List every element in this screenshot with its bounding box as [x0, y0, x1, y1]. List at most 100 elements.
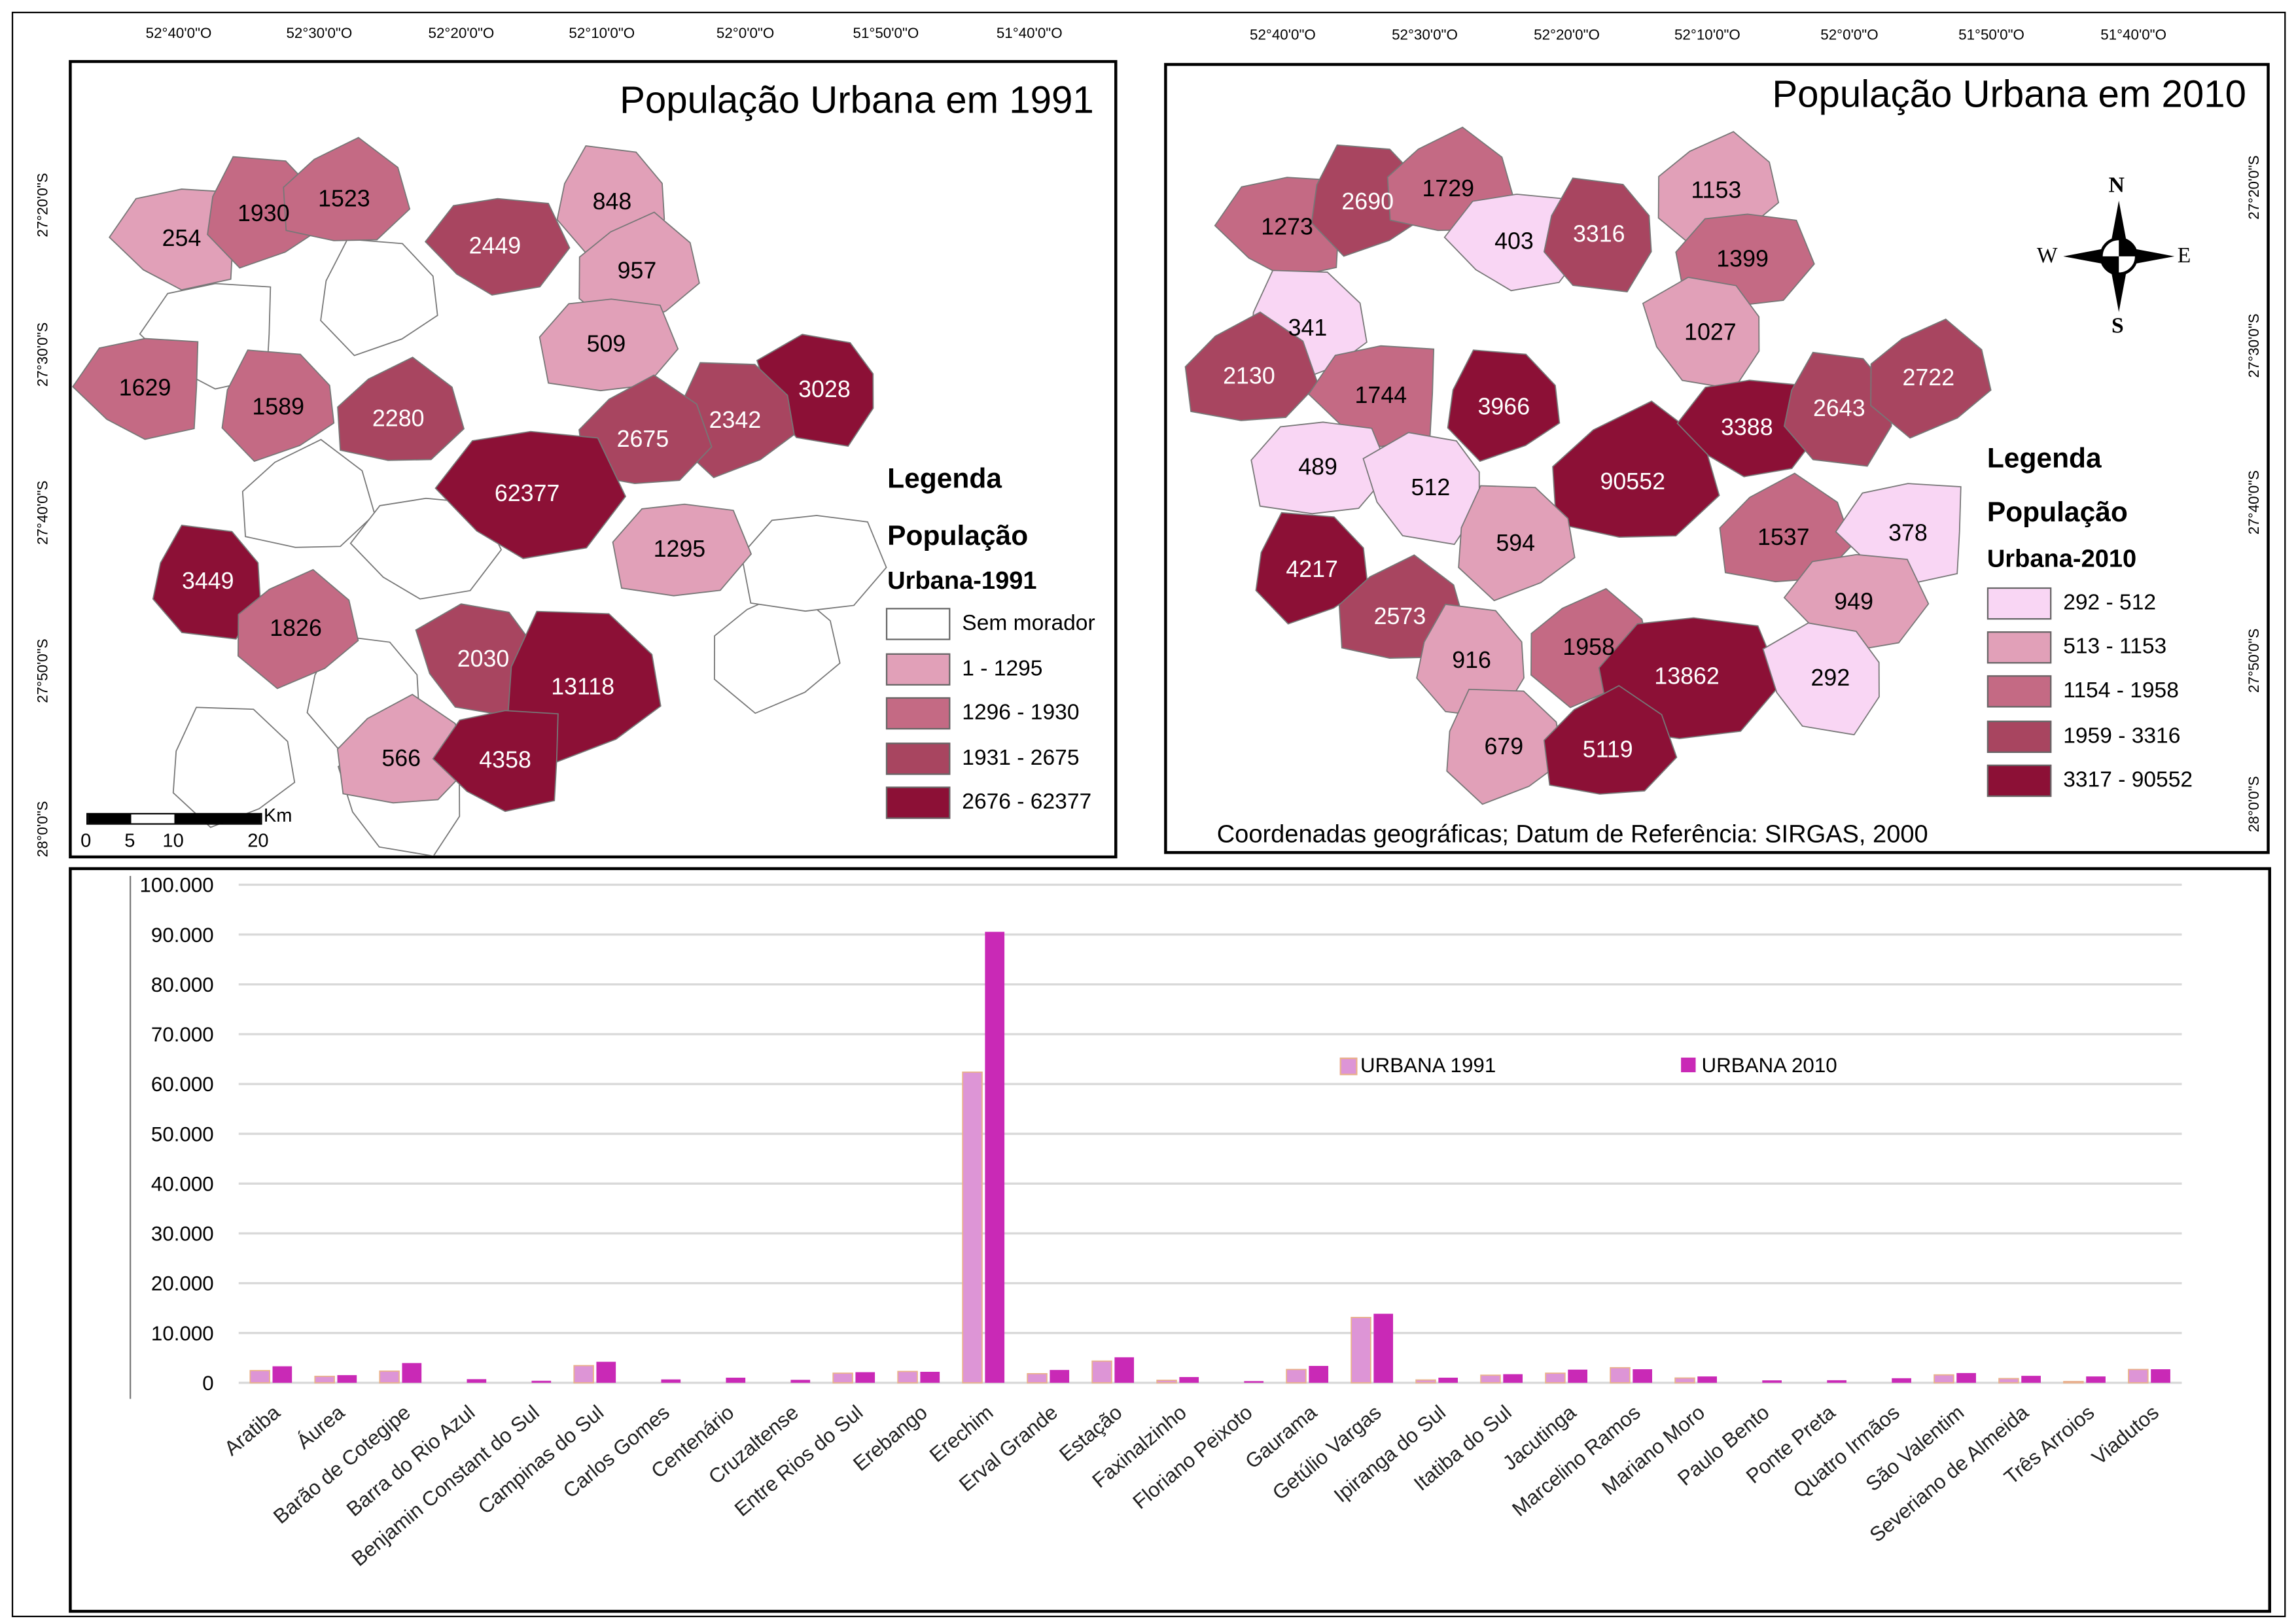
bar-2010	[985, 932, 1005, 1383]
municipality-value: 1958	[1563, 634, 1615, 660]
datum-note: Coordenadas geográficas; Datum de Referê…	[1216, 820, 1928, 848]
longitude-tick: 52°30'0"O	[286, 26, 353, 43]
longitude-tick: 52°0'0"O	[716, 26, 775, 43]
y-tick-label: 40.000	[150, 1172, 214, 1196]
bar-1991	[962, 1072, 983, 1384]
bar-2010	[1244, 1381, 1264, 1383]
municipality-value: 489	[1298, 453, 1337, 480]
y-tick-label: 80.000	[150, 972, 214, 996]
bar-2010	[337, 1375, 357, 1383]
scale-label: 10	[162, 829, 184, 851]
bar-1991	[1674, 1377, 1695, 1384]
bar-1991	[1610, 1367, 1631, 1384]
municipality-value: 679	[1484, 733, 1523, 759]
legend-swatch	[1987, 764, 2052, 797]
bar-2010	[1697, 1376, 1717, 1383]
legend-label: 1931 - 2675	[962, 744, 1080, 770]
bar-2010	[1309, 1366, 1329, 1383]
scale-unit: Km	[263, 804, 292, 826]
longitude-tick: 51°50'0"O	[1958, 27, 2024, 44]
bar-2010	[1438, 1377, 1458, 1383]
y-tick-label: 70.000	[150, 1022, 214, 1046]
legend-subtitle: Urbana-2010	[1987, 544, 2137, 573]
map-2010: 1273 2690 1729 403 3316 1153 1399 1027 341 2130 17…	[1184, 126, 1992, 805]
municipality-region	[1184, 311, 1319, 421]
municipality-value: 2130	[1223, 363, 1275, 389]
legend-label: 1959 - 3316	[2063, 723, 2181, 748]
municipality-value: 916	[1452, 647, 1491, 673]
scale-label: 0	[80, 829, 92, 851]
longitude-tick: 52°10'0"O	[1674, 27, 1740, 44]
municipality-value: 378	[1888, 519, 1928, 546]
bar-1991	[1027, 1373, 1048, 1384]
municipality-region	[1543, 685, 1678, 795]
municipality-region	[152, 525, 261, 640]
longitude-tick: 51°50'0"O	[853, 26, 919, 43]
bar-2010	[2021, 1376, 2041, 1383]
bar-1991	[573, 1365, 594, 1384]
bar-1991	[2128, 1369, 2149, 1384]
municipality-no-data	[241, 438, 376, 548]
municipality-region	[612, 503, 752, 597]
legend-swatch	[885, 697, 951, 730]
municipality-region	[415, 603, 533, 717]
bar-2010	[1892, 1378, 1911, 1383]
municipality-value: 3966	[1478, 394, 1530, 420]
municipality-region	[336, 693, 471, 804]
municipality-region	[1762, 622, 1880, 736]
compass-west: W	[2036, 244, 2058, 268]
legend-label: 1 - 1295	[962, 655, 1043, 681]
bar-2010	[920, 1372, 940, 1383]
longitude-tick: 52°10'0"O	[569, 26, 635, 43]
y-tick-label: 50.000	[150, 1122, 214, 1146]
bar-1991	[1934, 1374, 1954, 1384]
legend-swatch	[885, 608, 951, 640]
bar-2010	[1633, 1369, 1652, 1383]
municipality-value: 1744	[1355, 382, 1407, 408]
legend-swatch-1991	[1339, 1057, 1358, 1075]
map-2010-title: População Urbana em 2010	[1772, 71, 2246, 116]
bar-2010	[1956, 1372, 1976, 1383]
municipality-region	[1870, 318, 1992, 439]
bar-2010	[467, 1379, 487, 1383]
legend-swatch	[885, 786, 951, 819]
bar-2010	[2086, 1376, 2106, 1383]
bar-1991	[1545, 1372, 1566, 1384]
municipality-region	[1543, 177, 1652, 293]
municipality-region	[72, 338, 199, 440]
legend-swatch	[1987, 676, 2052, 708]
bar-2010	[2151, 1369, 2170, 1383]
bar-2010	[1762, 1380, 1782, 1383]
bar-2010	[596, 1361, 616, 1383]
legend-label: 292 - 512	[2063, 590, 2157, 616]
legend-label-1991: URBANA 1991	[1360, 1053, 1496, 1077]
legend-subtitle: População	[1987, 498, 2128, 529]
y-tick-label: 100.000	[139, 873, 214, 897]
map-1991-frame: 254 1930 1523 2449 848 957 509 3028 2342 2675 1629…	[69, 60, 1118, 859]
municipality-region	[283, 137, 411, 241]
bar-2010	[1179, 1377, 1199, 1383]
y-tick-label: 60.000	[150, 1072, 214, 1096]
longitude-tick: 52°20'0"O	[428, 26, 495, 43]
municipality-value: 4217	[1286, 556, 1338, 582]
bar-1991	[1286, 1369, 1307, 1384]
legend-swatch	[885, 742, 951, 775]
legend-label: 2676 - 62377	[962, 789, 1092, 814]
municipality-value: 3449	[182, 568, 234, 594]
municipality-value: 3316	[1573, 220, 1625, 247]
municipality-value: 2643	[1813, 395, 1865, 421]
bar-2010	[790, 1380, 811, 1383]
legend-swatch	[1987, 720, 2052, 753]
bar-1991	[897, 1370, 918, 1384]
bar-1991	[832, 1372, 853, 1384]
y-tick-label: 20.000	[150, 1271, 214, 1295]
municipality-region	[432, 710, 559, 812]
municipality-value: 2342	[709, 407, 762, 433]
municipality-region	[1255, 512, 1369, 625]
municipality-value: 403	[1494, 228, 1534, 254]
municipality-region	[1446, 688, 1564, 805]
y-axis-labels: 0 10.000 20.000 30.000 40.000 50.000 60.000 70.…	[59, 0, 214, 1623]
municipality-value: 2030	[457, 646, 510, 672]
bar-2010	[1827, 1380, 1846, 1383]
outer-border	[11, 11, 2286, 1618]
